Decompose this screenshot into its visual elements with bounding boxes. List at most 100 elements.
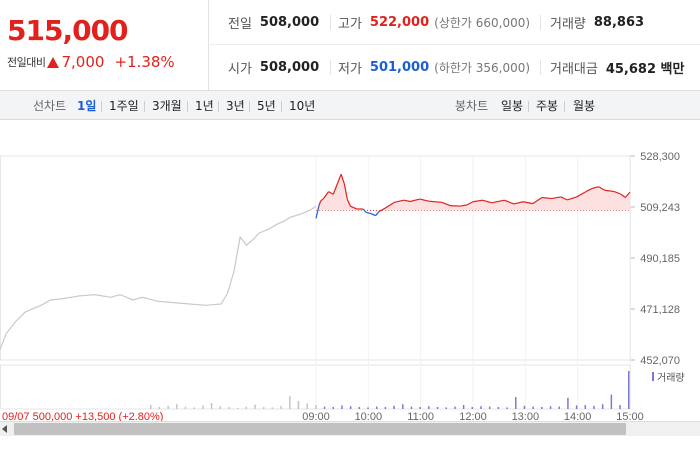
- volume-bar: [497, 407, 500, 409]
- volume-bar: [462, 405, 465, 409]
- change-label: 전일대비: [7, 56, 46, 69]
- tab-1year[interactable]: 1년: [195, 99, 214, 113]
- low-value: 501,000: [369, 60, 430, 75]
- time-axis-label: 13:00: [512, 411, 540, 421]
- today-price-segment-up: [585, 187, 593, 193]
- volume-bar: [349, 406, 352, 409]
- divider: [540, 60, 541, 75]
- volume-bar: [488, 406, 491, 409]
- tab-3years[interactable]: 3년: [226, 99, 245, 113]
- volume-bar: [332, 407, 335, 409]
- volume-legend-label: 거래량: [657, 372, 685, 384]
- tab-1day[interactable]: 1일: [77, 99, 97, 113]
- tab-10years[interactable]: 10년: [289, 99, 316, 113]
- volume-bar: [176, 404, 178, 409]
- volume-bar: [454, 406, 456, 409]
- volume-bar: [410, 406, 413, 409]
- tab-1week[interactable]: 1주일: [109, 99, 139, 113]
- today-price-segment-up: [532, 196, 543, 205]
- volume-bar: [306, 403, 308, 409]
- tab-daily-candle[interactable]: 일봉: [501, 99, 524, 113]
- time-axis-label: 15:00: [616, 411, 644, 421]
- volume-label: 거래량: [550, 16, 586, 32]
- volume-bar: [210, 403, 213, 409]
- chart-tab-bar: 선차트 1일 1주일 3개월 1년 3년 5년 10년 봉차트 일봉 주봉 월봉: [0, 90, 700, 120]
- today-price-segment-down: [366, 211, 372, 215]
- volume-bar: [445, 407, 447, 409]
- today-price-segment-up: [320, 197, 325, 202]
- tab-3months[interactable]: 3개월: [152, 99, 182, 113]
- volume-bar: [593, 405, 595, 409]
- volume-bar: [384, 407, 387, 409]
- volume-bar: [315, 405, 317, 409]
- y-tick-label: 452,070: [640, 355, 680, 367]
- today-price-segment-up: [410, 198, 420, 203]
- high-value: 522,000: [369, 14, 430, 30]
- today-price-segment-down: [315, 204, 320, 219]
- today-price-segment-up: [513, 201, 524, 205]
- volume-bar: [541, 407, 543, 409]
- change-amount: 7,000: [61, 53, 105, 71]
- divider: [249, 101, 250, 112]
- low-label: 저가: [338, 62, 362, 77]
- high-label: 고가: [338, 16, 362, 32]
- price-chart[interactable]: 528,300 509,243 490,185 471,128 452,070 거래량 09…: [0, 120, 700, 421]
- divider: [330, 60, 331, 75]
- volume-bar: [167, 405, 169, 409]
- today-price-segment-up: [419, 198, 430, 202]
- divider: [144, 101, 145, 112]
- volume-cell: 거래량 88,863: [550, 0, 644, 45]
- price-chart-area: 528,300 509,243 490,185 471,128 452,070 거래량 09…: [0, 120, 700, 450]
- today-price-segment-up: [328, 191, 334, 195]
- up-area-fill: [316, 174, 630, 211]
- prev-close-label: 전일: [228, 16, 252, 32]
- upper-limit: (상한가 660,000): [434, 15, 531, 30]
- volume-bar: [375, 406, 378, 409]
- today-price-segment-up: [491, 199, 505, 204]
- volume-bar: [297, 401, 300, 409]
- volume-value: 88,863: [593, 14, 645, 30]
- today-price-segment-up: [378, 207, 386, 213]
- scroll-left-arrow-icon[interactable]: [2, 425, 7, 433]
- volume-bar: [567, 397, 569, 409]
- today-price-segment-up: [394, 199, 405, 203]
- volume-bar: [323, 406, 326, 409]
- horizontal-scrollbar[interactable]: [0, 421, 700, 436]
- volume-bar: [254, 404, 256, 409]
- volume-bar: [184, 406, 187, 409]
- current-price: 515,000: [7, 14, 129, 47]
- high-cell: 고가 522,000 (상한가 660,000): [338, 0, 530, 45]
- volume-bar: [532, 406, 534, 409]
- volume-bar: [575, 405, 578, 409]
- volume-bar: [341, 405, 343, 409]
- volume-legend-swatch: [652, 372, 654, 381]
- y-tick-label: 471,128: [640, 304, 680, 316]
- today-price-segment-up: [340, 174, 345, 184]
- tab-weekly-candle[interactable]: 주봉: [536, 99, 559, 113]
- tab-5years[interactable]: 5년: [257, 99, 276, 113]
- volume-bar: [193, 407, 195, 409]
- volume-bar: [358, 407, 361, 409]
- today-price-segment-up: [504, 199, 515, 205]
- volume-bar: [428, 406, 430, 409]
- today-price-segment-up: [318, 200, 322, 206]
- tab-monthly-candle[interactable]: 월봉: [573, 99, 596, 113]
- volume-bar: [202, 405, 204, 409]
- y-tick-label: 528,300: [640, 151, 680, 163]
- y-tick-label: 509,243: [640, 202, 680, 214]
- volume-bar: [245, 406, 248, 409]
- divider: [218, 101, 219, 112]
- volume-bar: [610, 394, 613, 409]
- open-value: 508,000: [259, 60, 320, 75]
- divider: [281, 101, 282, 112]
- volume-bar: [236, 407, 239, 409]
- today-price-segment-up: [384, 201, 395, 209]
- info-row-2: 시가 508,000 저가 501,000 (하한가 356,000) 거래대금…: [210, 45, 700, 90]
- volume-bar: [523, 405, 526, 409]
- scroll-thumb[interactable]: [14, 423, 626, 435]
- today-price-segment-down: [362, 208, 367, 213]
- today-price-segment-up: [466, 201, 474, 206]
- time-axis-label: 12:00: [459, 411, 487, 421]
- up-triangle-icon: [47, 56, 60, 68]
- volume-bar: [228, 407, 230, 409]
